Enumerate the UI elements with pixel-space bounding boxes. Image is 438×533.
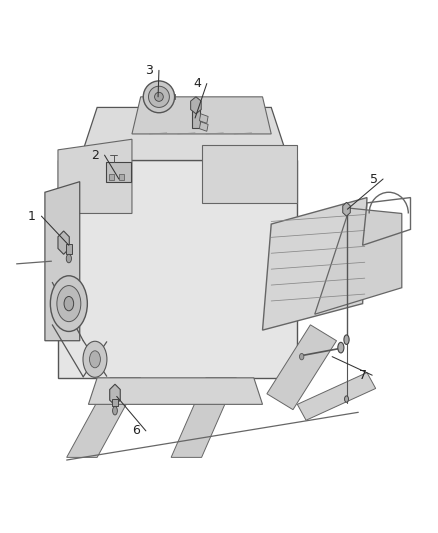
- Polygon shape: [297, 373, 376, 420]
- Polygon shape: [201, 144, 297, 203]
- Ellipse shape: [66, 254, 71, 263]
- Polygon shape: [80, 108, 289, 160]
- Polygon shape: [199, 114, 208, 123]
- Text: 7: 7: [359, 369, 367, 382]
- Polygon shape: [45, 182, 80, 341]
- Ellipse shape: [89, 351, 100, 368]
- Text: 5: 5: [370, 173, 378, 185]
- Text: 3: 3: [145, 64, 153, 77]
- Polygon shape: [171, 378, 237, 457]
- Polygon shape: [343, 203, 350, 216]
- Polygon shape: [144, 94, 149, 100]
- Polygon shape: [199, 122, 208, 131]
- Polygon shape: [267, 325, 336, 410]
- Polygon shape: [67, 378, 141, 457]
- Ellipse shape: [64, 296, 74, 311]
- FancyBboxPatch shape: [109, 174, 114, 180]
- Polygon shape: [169, 94, 175, 100]
- Ellipse shape: [113, 407, 117, 415]
- Polygon shape: [88, 378, 262, 405]
- Polygon shape: [58, 231, 69, 254]
- Polygon shape: [262, 198, 367, 330]
- Polygon shape: [315, 208, 402, 314]
- Polygon shape: [191, 108, 200, 127]
- Ellipse shape: [50, 276, 87, 332]
- Ellipse shape: [155, 92, 163, 101]
- Polygon shape: [191, 97, 201, 114]
- Ellipse shape: [338, 342, 344, 353]
- Ellipse shape: [143, 81, 175, 113]
- Polygon shape: [58, 160, 297, 378]
- Text: 1: 1: [28, 209, 36, 223]
- Ellipse shape: [148, 86, 170, 108]
- Polygon shape: [112, 399, 118, 406]
- Polygon shape: [66, 244, 72, 254]
- FancyBboxPatch shape: [106, 161, 131, 182]
- Ellipse shape: [344, 335, 349, 344]
- FancyBboxPatch shape: [119, 174, 124, 180]
- Ellipse shape: [83, 341, 107, 377]
- Ellipse shape: [57, 286, 81, 321]
- Polygon shape: [110, 384, 120, 406]
- Text: 4: 4: [193, 77, 201, 90]
- Polygon shape: [58, 139, 132, 214]
- Polygon shape: [132, 97, 271, 134]
- Ellipse shape: [345, 396, 349, 402]
- Text: 6: 6: [132, 424, 140, 438]
- Ellipse shape: [300, 353, 304, 360]
- Text: 2: 2: [91, 149, 99, 161]
